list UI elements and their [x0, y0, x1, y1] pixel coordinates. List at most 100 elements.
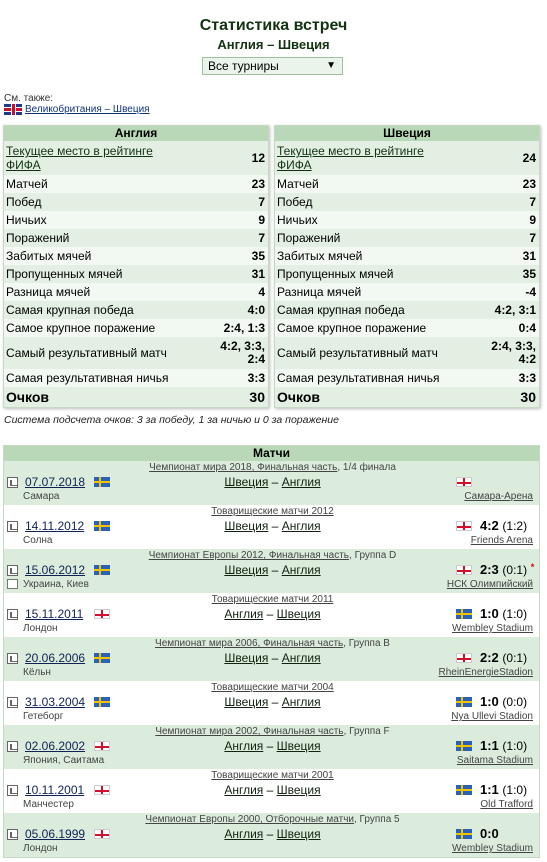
stats-value: 35: [522, 267, 536, 281]
match-venue[interactable]: Saitama Stadium: [456, 755, 533, 766]
stats-chart-icon[interactable]: [7, 521, 18, 532]
teams-separator: –: [263, 607, 277, 621]
winner-flag-icon: [456, 565, 472, 575]
home-team-link[interactable]: Англия: [224, 739, 264, 753]
teams-separator: –: [268, 651, 282, 665]
match-score: 2:3 (0:1) *: [480, 562, 534, 577]
stats-row: Пропущенных мячей 31: [4, 265, 268, 283]
away-team-link[interactable]: Англия: [281, 475, 321, 489]
competition-link[interactable]: Товарищеские матчи 2012: [211, 506, 334, 517]
match-competition: Товарищеские матчи 2011: [4, 594, 541, 605]
stats-label: Очков: [277, 389, 320, 405]
half-time-score: (1:0): [502, 739, 528, 753]
match-row: Товарищеские матчи 2012 14.11.2012 Солна Шв…: [4, 505, 539, 549]
match-score: 1:0 (1:0): [480, 606, 527, 621]
match-date[interactable]: 02.06.2002: [25, 739, 86, 753]
see-also: Великобритания – Швеция: [4, 104, 150, 115]
stats-team-header: Англия: [4, 126, 268, 141]
match-city: Самара: [23, 491, 60, 502]
stats-label: Забитых мячей: [277, 249, 363, 263]
stats-value: 35: [251, 249, 265, 263]
competition-link[interactable]: Чемпионат мира 2002, Финальная часть: [155, 726, 344, 737]
competition-link[interactable]: Чемпионат Европы 2012, Финальная часть: [148, 550, 350, 561]
competition-link[interactable]: Товарищеские матчи 2001: [211, 770, 334, 781]
stats-row: Побед 7: [4, 193, 268, 211]
home-team-link[interactable]: Англия: [224, 783, 264, 797]
match-venue[interactable]: НСК Олимпийский: [446, 579, 533, 590]
tournament-select[interactable]: Все турниры ▼: [202, 57, 343, 75]
match-date[interactable]: 10.11.2001: [25, 783, 85, 797]
note-star: *: [530, 562, 535, 572]
match-date[interactable]: 31.03.2004: [25, 695, 86, 709]
matches-header: Матчи: [4, 446, 539, 461]
stats-label: Побед: [6, 195, 42, 209]
match-venue[interactable]: Wembley Stadium: [452, 843, 533, 854]
match-date[interactable]: 15.06.2012: [25, 563, 86, 577]
winner-flag-icon: [456, 653, 472, 663]
stats-table-england: Англия Текущее место в рейтинге ФИФА 12 Ма…: [3, 125, 269, 408]
competition-link[interactable]: Товарищеские матчи 2011: [211, 594, 334, 605]
competition-link[interactable]: Чемпионат Европы 2000, Отборочные матчи: [145, 814, 354, 825]
stats-chart-icon[interactable]: [7, 565, 18, 576]
away-team-link[interactable]: Швеция: [276, 607, 321, 621]
stats-value: 3:3: [518, 371, 536, 385]
home-team-link[interactable]: Швеция: [224, 519, 269, 533]
away-team-link[interactable]: Швеция: [276, 739, 321, 753]
home-team-link[interactable]: Англия: [224, 827, 264, 841]
away-team-link[interactable]: Англия: [281, 563, 321, 577]
home-team-link[interactable]: Швеция: [224, 651, 269, 665]
match-teams: Англия – Швеция: [4, 607, 541, 621]
competition-link[interactable]: Товарищеские матчи 2004: [211, 682, 334, 693]
match-date[interactable]: 07.07.2018: [25, 475, 86, 489]
match-date[interactable]: 05.06.1999: [25, 827, 86, 841]
host-country-flag-icon: [94, 697, 110, 707]
stats-chart-icon[interactable]: [7, 477, 18, 488]
stats-chart-icon[interactable]: [7, 697, 18, 708]
stats-row: Пропущенных мячей 35: [275, 265, 539, 283]
stats-label[interactable]: Текущее место в рейтинге ФИФА: [6, 144, 153, 172]
stats-label: Самая результативная ничья: [277, 371, 440, 385]
match-venue[interactable]: RheinEnergieStadion: [438, 667, 533, 678]
stats-label: Самый результативный матч: [6, 346, 167, 360]
home-team-link[interactable]: Швеция: [224, 563, 269, 577]
match-venue[interactable]: Самара-Арена: [464, 491, 533, 502]
match-date[interactable]: 15.11.2011: [25, 607, 84, 621]
match-venue[interactable]: Wembley Stadium: [452, 623, 533, 634]
stats-label: Ничьих: [277, 213, 318, 227]
stats-label: Самый результативный матч: [277, 346, 438, 360]
stats-value: 7: [258, 231, 265, 245]
away-team-link[interactable]: Англия: [281, 519, 321, 533]
match-row: Чемпионат Европы 2000, Отборочные матчи,…: [4, 813, 539, 857]
report-icon[interactable]: [7, 579, 18, 589]
host-country-flag-icon: [94, 653, 110, 663]
host-country-flag-icon: [94, 785, 110, 795]
competition-link[interactable]: Чемпионат мира 2006, Финальная часть: [155, 638, 344, 649]
away-team-link[interactable]: Англия: [281, 695, 321, 709]
match-date[interactable]: 14.11.2012: [25, 519, 85, 533]
stats-chart-icon[interactable]: [7, 741, 18, 752]
match-date[interactable]: 20.06.2006: [25, 651, 86, 665]
away-team-link[interactable]: Швеция: [276, 783, 321, 797]
home-team-link[interactable]: Швеция: [224, 475, 269, 489]
stats-label: Самое крупное поражение: [277, 321, 427, 335]
away-team-link[interactable]: Швеция: [276, 827, 321, 841]
stats-chart-icon[interactable]: [7, 829, 18, 840]
home-team-link[interactable]: Швеция: [224, 695, 269, 709]
match-row: Чемпионат мира 2002, Финальная часть, Гр…: [4, 725, 539, 769]
match-venue[interactable]: Nya Ullevi Stadion: [451, 711, 533, 722]
away-team-link[interactable]: Англия: [281, 651, 321, 665]
match-teams: Англия – Швеция: [4, 783, 541, 797]
stats-label[interactable]: Текущее место в рейтинге ФИФА: [277, 144, 424, 172]
home-team-link[interactable]: Англия: [224, 607, 264, 621]
match-venue[interactable]: Friends Arena: [470, 535, 533, 546]
stats-chart-icon[interactable]: [7, 609, 18, 620]
stats-value: 4:2, 3:1: [494, 303, 536, 317]
see-also-link[interactable]: Великобритания – Швеция: [25, 104, 150, 115]
host-country-flag-icon: [94, 829, 110, 839]
half-time-score: (0:1): [502, 563, 528, 577]
competition-link[interactable]: Чемпионат мира 2018, Финальная часть: [149, 462, 338, 473]
stats-chart-icon[interactable]: [7, 653, 18, 664]
stats-chart-icon[interactable]: [7, 785, 18, 796]
match-venue[interactable]: Old Trafford: [480, 799, 533, 810]
match-competition: Чемпионат мира 2018, Финальная часть, 1/…: [4, 462, 541, 473]
